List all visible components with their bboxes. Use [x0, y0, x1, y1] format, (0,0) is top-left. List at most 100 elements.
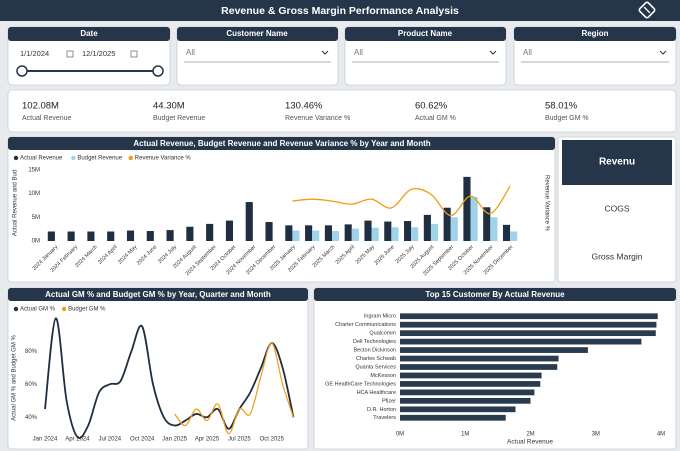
filter-region[interactable]: Region All — [513, 26, 677, 86]
filter-date[interactable]: Date 1/1/2024 12/1/2025 — [7, 26, 171, 86]
kpi-label: Actual Revenue — [22, 115, 72, 122]
bar — [351, 228, 359, 241]
filter-value[interactable]: All — [186, 48, 195, 57]
x-axis-title: Actual Revenue — [507, 439, 553, 446]
bar — [146, 231, 154, 241]
bar — [400, 330, 656, 337]
bar — [400, 321, 657, 328]
bar — [400, 364, 558, 370]
bar — [225, 220, 234, 241]
filter-title: Customer Name — [226, 29, 288, 38]
y-tick-label: Pfizer — [382, 398, 396, 404]
y-tick-label: Charles Schwab — [356, 356, 396, 362]
legend-label: Budget Revenue — [77, 156, 122, 162]
x-tick-label: 4M — [657, 432, 665, 438]
bar — [463, 176, 471, 241]
y-tick-label: Quanta Services — [355, 364, 396, 370]
bar — [47, 231, 55, 241]
bar — [400, 313, 658, 320]
legend-swatch — [128, 155, 133, 161]
y-tick-label: Ingram Micro — [364, 314, 396, 320]
button[interactable] — [562, 188, 672, 232]
legend-swatch — [61, 306, 67, 312]
bar — [400, 355, 559, 362]
bar — [423, 214, 431, 241]
y-tick-label: Becton Dickinson — [354, 348, 397, 354]
bar — [344, 224, 352, 241]
x-tick-label: 1M — [461, 432, 469, 438]
chart-title: Actual Revenue, Budget Revenue and Reven… — [133, 139, 430, 148]
kpi-label: Budget Revenue — [153, 115, 205, 122]
date-from[interactable]: 1/1/2024 — [20, 49, 49, 58]
line — [174, 342, 294, 435]
button-label[interactable]: Gross Margin — [591, 251, 642, 261]
panel-title-bar — [8, 288, 308, 301]
y-tick-label: Dell Technologies — [353, 339, 396, 345]
kpi-strip — [7, 89, 677, 133]
y-tick-label: 10M — [28, 191, 40, 197]
bar — [400, 414, 506, 421]
header-title: Revenue & Gross Margin Performance Analy… — [221, 5, 459, 17]
legend-swatch — [71, 155, 76, 161]
filter-value[interactable]: All — [354, 48, 363, 57]
filter-value[interactable]: All — [523, 48, 532, 57]
bar — [483, 207, 491, 241]
kpi-value: 60.62% — [415, 101, 448, 112]
bar — [67, 231, 75, 241]
bar — [285, 225, 293, 241]
bar — [502, 224, 511, 241]
bar — [265, 222, 273, 241]
y-tick-label: D.R. Horton — [367, 407, 396, 413]
x-tick-label: Jan 2025 — [162, 437, 187, 443]
button-active[interactable] — [562, 140, 672, 185]
bar — [404, 221, 412, 241]
date-to[interactable]: 12/1/2025 — [82, 49, 115, 58]
bar — [166, 230, 174, 241]
filter-title: Product Name — [398, 29, 453, 38]
bar — [400, 406, 516, 413]
button[interactable] — [562, 235, 672, 279]
button-label[interactable]: COGS — [604, 203, 629, 213]
bar — [470, 196, 478, 241]
kpi-value: 58.01% — [545, 101, 578, 112]
bar — [384, 221, 392, 241]
line — [292, 185, 511, 217]
legend-swatch — [13, 306, 19, 312]
header-bar — [0, 0, 680, 21]
bar — [245, 202, 253, 241]
bar — [312, 230, 320, 241]
button-label[interactable]: Revenu — [599, 157, 635, 168]
bar — [450, 217, 458, 241]
bar — [206, 223, 214, 241]
filter-title: Date — [80, 29, 98, 38]
kpi-label: Actual GM % — [415, 115, 456, 122]
kpi-label: Budget GM % — [545, 115, 589, 122]
bar — [411, 227, 419, 241]
x-tick-label: Apr 2024 — [65, 437, 90, 443]
y-tick-label: 0M — [32, 239, 40, 245]
y-tick-label: 60% — [25, 382, 38, 388]
y-axis-title: Actual GM % and Budget GM % — [12, 334, 18, 420]
bar — [400, 338, 642, 345]
bar — [400, 347, 588, 353]
filter-product[interactable]: Product Name All — [344, 26, 507, 86]
bar — [490, 217, 498, 241]
bar — [126, 230, 135, 241]
legend-label: Revenue Variance % — [135, 156, 192, 162]
filter-title: Region — [581, 29, 608, 38]
y-tick-label: Qualcomm — [369, 331, 396, 337]
x-tick-label: Jul 2024 — [98, 437, 121, 443]
bar — [324, 225, 332, 241]
legend-label: Actual GM % — [20, 307, 56, 313]
header-icon[interactable] — [638, 1, 656, 19]
y-tick-label: 5M — [32, 215, 40, 221]
x-tick-label: Jul 2025 — [228, 437, 251, 443]
kpi-value: 130.46% — [285, 101, 323, 112]
y-tick-label: GE HealthCare Technologies — [325, 381, 396, 387]
y-tick-label: Charter Communications — [335, 322, 396, 328]
kpi-value: 44.30M — [153, 101, 185, 112]
filter-customer[interactable]: Customer Name All — [176, 26, 339, 86]
y-tick-label: 80% — [25, 349, 38, 355]
bar — [400, 372, 542, 379]
